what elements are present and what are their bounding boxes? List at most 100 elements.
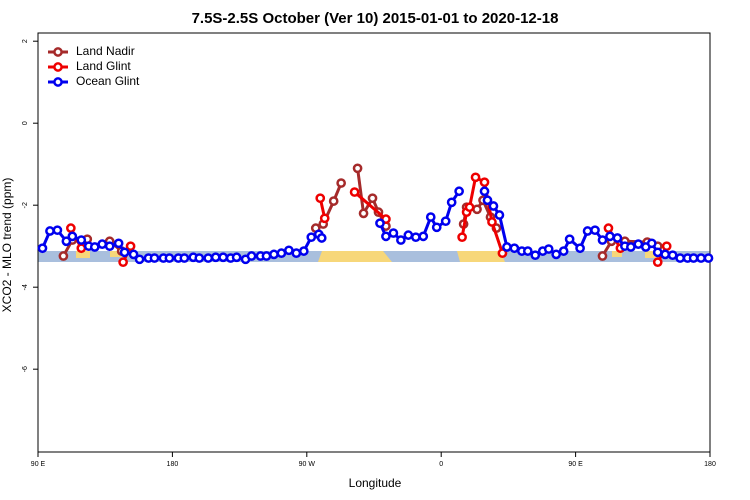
data-point bbox=[479, 186, 490, 197]
data-point bbox=[612, 233, 623, 243]
land-band bbox=[457, 251, 505, 262]
data-point bbox=[276, 248, 287, 259]
land-band bbox=[318, 251, 392, 262]
data-point bbox=[231, 252, 242, 263]
y-tick-label: -2 bbox=[22, 202, 29, 208]
data-point bbox=[688, 253, 699, 263]
data-point bbox=[457, 232, 467, 243]
data-point bbox=[425, 212, 436, 222]
data-point bbox=[667, 250, 678, 261]
data-point bbox=[336, 178, 346, 188]
data-point bbox=[269, 249, 279, 260]
data-point bbox=[652, 257, 663, 268]
data-point bbox=[284, 245, 294, 256]
data-point bbox=[626, 242, 636, 252]
y-tick-label: 0 bbox=[22, 121, 29, 125]
data-point bbox=[597, 251, 608, 261]
data-point bbox=[89, 242, 100, 252]
data-point bbox=[298, 246, 309, 256]
data-point bbox=[119, 247, 130, 258]
data-point bbox=[605, 231, 615, 242]
data-point bbox=[410, 232, 421, 243]
data-point bbox=[472, 204, 482, 215]
data-point bbox=[522, 246, 533, 256]
data-point bbox=[104, 241, 115, 252]
surface-band bbox=[38, 251, 710, 262]
data-point bbox=[652, 247, 663, 258]
data-point bbox=[396, 235, 406, 245]
data-point bbox=[603, 223, 614, 234]
data-point bbox=[661, 241, 672, 252]
data-point bbox=[261, 251, 272, 261]
land-band bbox=[645, 251, 659, 258]
data-point bbox=[37, 243, 48, 254]
data-point bbox=[633, 239, 644, 249]
data-point bbox=[470, 172, 481, 183]
data-point bbox=[703, 253, 714, 263]
data-point bbox=[367, 193, 378, 204]
data-point bbox=[479, 177, 490, 188]
data-point bbox=[551, 249, 562, 260]
land-band bbox=[110, 251, 124, 257]
legend-marker bbox=[53, 47, 63, 57]
data-point bbox=[464, 202, 475, 213]
legend-label: Land Nadir bbox=[76, 44, 135, 58]
data-point bbox=[315, 193, 326, 204]
data-point bbox=[97, 239, 108, 249]
data-point bbox=[494, 210, 505, 220]
legend-marker bbox=[53, 62, 63, 72]
data-point bbox=[597, 235, 608, 245]
data-point bbox=[558, 246, 569, 256]
data-point bbox=[530, 250, 541, 261]
data-point bbox=[149, 253, 160, 263]
legend-label: Land Glint bbox=[76, 59, 131, 73]
data-point bbox=[58, 251, 69, 261]
y-tick-label: -6 bbox=[22, 366, 29, 372]
legend-marker bbox=[53, 77, 63, 87]
y-tick-label: -4 bbox=[22, 284, 29, 290]
x-tick-label: 90 E bbox=[568, 461, 583, 468]
data-point bbox=[164, 253, 175, 263]
data-point bbox=[358, 208, 369, 219]
data-point bbox=[446, 197, 457, 208]
data-point bbox=[76, 235, 87, 245]
data-point bbox=[418, 231, 429, 242]
data-point bbox=[388, 228, 399, 238]
data-point bbox=[509, 243, 520, 254]
data-point bbox=[582, 226, 593, 236]
data-point bbox=[482, 195, 493, 206]
data-point bbox=[203, 253, 214, 263]
x-tick-label: 90 E bbox=[31, 461, 46, 468]
land-band bbox=[76, 251, 90, 258]
x-tick-label: 180 bbox=[704, 461, 716, 468]
data-point bbox=[179, 253, 190, 263]
data-point bbox=[306, 232, 317, 243]
data-point bbox=[403, 230, 414, 240]
data-point bbox=[502, 242, 512, 252]
data-point bbox=[349, 187, 360, 197]
legend-label: Ocean Glint bbox=[76, 74, 140, 88]
data-point bbox=[128, 249, 139, 260]
data-point bbox=[246, 251, 257, 261]
data-point bbox=[675, 253, 685, 263]
data-point bbox=[660, 249, 671, 260]
data-point bbox=[646, 238, 657, 249]
data-point bbox=[113, 238, 124, 249]
data-point bbox=[76, 243, 87, 254]
data-point bbox=[194, 253, 205, 263]
data-point bbox=[487, 217, 497, 227]
data-point bbox=[67, 231, 78, 242]
data-point bbox=[316, 233, 327, 243]
x-axis-label: Longitude bbox=[349, 476, 402, 490]
chart-title: 7.5S-2.5S October (Ver 10) 2015-01-01 to… bbox=[192, 10, 559, 27]
data-point bbox=[218, 252, 229, 263]
data-point bbox=[319, 213, 330, 224]
y-tick-label: 2 bbox=[22, 39, 29, 43]
data-point bbox=[440, 216, 451, 227]
data-point bbox=[66, 223, 76, 234]
data-point bbox=[564, 234, 575, 245]
data-point bbox=[352, 163, 363, 174]
data-point bbox=[328, 196, 339, 206]
data-point bbox=[61, 236, 72, 247]
